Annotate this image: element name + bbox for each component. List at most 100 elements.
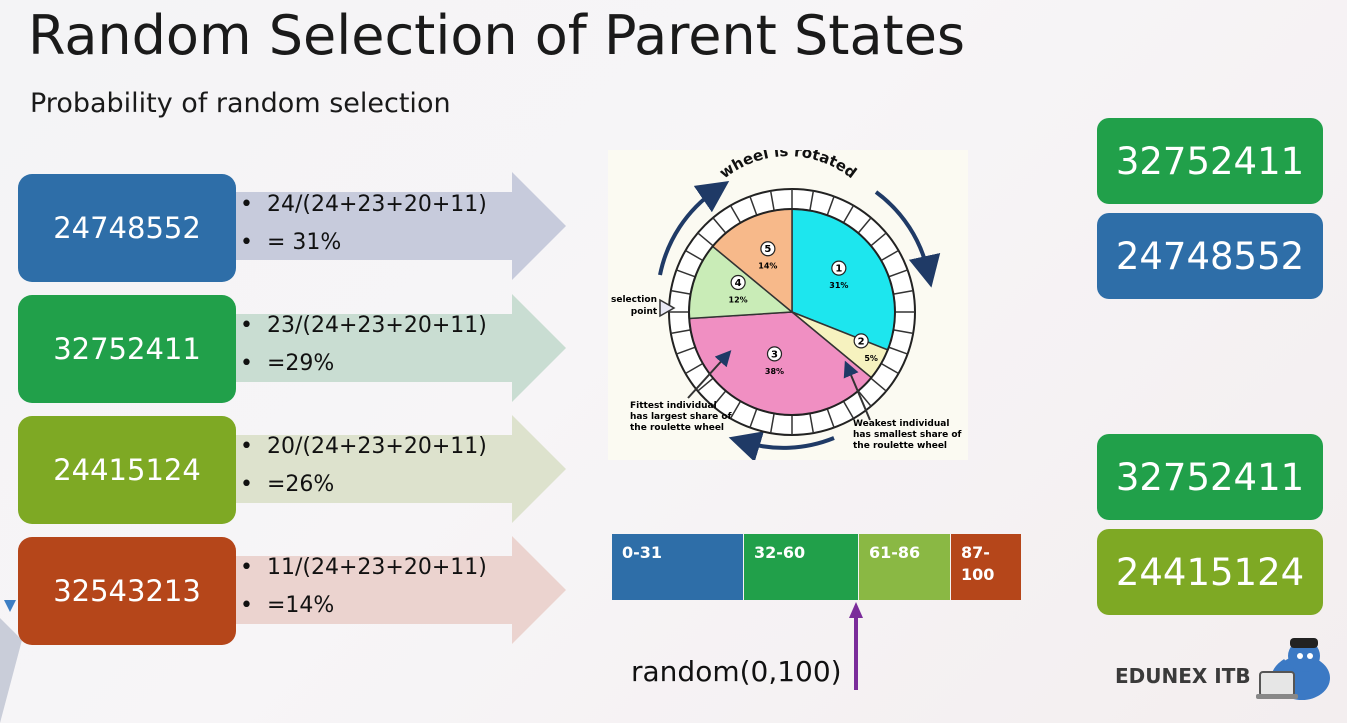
calc-formula-2: 23/(24+23+20+11) [240, 307, 487, 345]
ring-tick [809, 190, 815, 211]
fitness-calc-2: 23/(24+23+20+11) =29% [240, 307, 487, 383]
ring-tick [749, 196, 758, 216]
calc-formula-4: 11/(24+23+20+11) [240, 549, 487, 587]
page-subtitle: Probability of random selection [30, 88, 451, 119]
ring-tick [749, 408, 758, 428]
wheel-ring-ticks [669, 189, 915, 435]
slice-number-badge [760, 241, 776, 257]
ring-tick [729, 205, 742, 224]
ring-tick [893, 329, 914, 335]
chromosome-box-4: 32543213 [18, 537, 236, 645]
ring-tick [697, 377, 714, 392]
ring-tick [712, 390, 727, 407]
ring-tick [685, 362, 704, 375]
ring-tick [826, 196, 835, 216]
ring-tick [842, 400, 855, 419]
selected-value-4: 24415124 [1115, 550, 1305, 594]
slice-number-badge [766, 346, 783, 362]
range-label-3: 61-86 [869, 543, 921, 562]
slice-percent: 31% [829, 281, 848, 290]
slice-number: 4 [735, 278, 742, 289]
ring-tick [809, 413, 815, 434]
slice-number-badge [853, 333, 869, 349]
ring-tick [880, 249, 899, 262]
decorative-corner-shape [0, 600, 22, 723]
selected-parent-1: 32752411 [1097, 118, 1323, 204]
selected-value-2: 24748552 [1115, 234, 1305, 278]
range-label-2: 32-60 [754, 543, 806, 562]
rotation-arrow-icon [874, 190, 941, 288]
ring-tick [769, 413, 775, 434]
wheel-slices: 1 31% 2 5% 3 38% 4 12% 5 14% [688, 208, 896, 416]
selected-parent-3: 32752411 [1097, 434, 1323, 520]
calc-result-2: =29% [240, 345, 487, 383]
ring-tick [857, 390, 872, 407]
ring-tick [729, 400, 742, 419]
calc-formula-3: 20/(24+23+20+11) [240, 428, 487, 466]
page-title: Random Selection of Parent States [28, 4, 966, 67]
slice-number: 5 [764, 244, 771, 255]
range-segment-1: 0-31 [612, 534, 743, 600]
slice-percent: 14% [758, 262, 777, 271]
chromosome-box-2: 32752411 [18, 295, 236, 403]
fitness-calc-4: 11/(24+23+20+11) =14% [240, 549, 487, 625]
ring-tick [888, 269, 908, 278]
brand-name: EDUNEX ITB [1115, 664, 1251, 688]
slice-number: 1 [835, 264, 842, 275]
selection-label: point [631, 307, 658, 317]
ring-tick [769, 190, 775, 211]
slice-number: 3 [771, 349, 778, 360]
fitness-calc-3: 20/(24+23+20+11) =26% [240, 428, 487, 504]
selected-value-3: 32752411 [1115, 455, 1305, 499]
selection-label: selection [611, 295, 657, 305]
ring-tick [697, 232, 714, 247]
calc-result-3: =26% [240, 466, 487, 504]
chromosome-value-3: 24415124 [53, 453, 201, 487]
chromosome-value-2: 32752411 [53, 332, 201, 366]
random-pointer-arrow-icon [849, 602, 863, 690]
fittest-note: Fittest individual has largest share of … [630, 401, 735, 433]
random-function-label: random(0,100) [631, 655, 842, 688]
selected-parent-2: 24748552 [1097, 213, 1323, 299]
selection-pointer-icon [659, 298, 676, 318]
roulette-wheel-figure: wheel is rotated 131%25%338%412%514% sel… [608, 150, 968, 460]
ring-tick [670, 289, 691, 295]
ring-tick [870, 232, 887, 247]
slice-number: 2 [858, 336, 865, 347]
ring-tick [842, 205, 855, 224]
ring-tick [893, 289, 914, 295]
weakest-note: Weakest individual has smallest share of… [853, 419, 965, 451]
chromosome-box-3: 24415124 [18, 416, 236, 524]
ring-tick [676, 269, 696, 278]
range-segment-2: 32-60 [744, 534, 858, 600]
range-segment-3: 61-86 [859, 534, 950, 600]
chromosome-value-1: 24748552 [53, 211, 201, 245]
calc-formula-1: 24/(24+23+20+11) [240, 186, 487, 224]
elephant-mascot-icon [1256, 638, 1330, 700]
range-label-1: 0-31 [622, 543, 663, 562]
slice-percent: 12% [729, 295, 748, 304]
ring-tick [712, 217, 727, 234]
ring-tick [676, 346, 696, 355]
ring-tick [857, 217, 872, 234]
chromosome-value-4: 32543213 [53, 574, 201, 608]
chromosome-box-1: 24748552 [18, 174, 236, 282]
ring-tick [888, 346, 908, 355]
slice-percent: 38% [765, 367, 784, 376]
ring-tick [870, 377, 887, 392]
ring-tick [880, 362, 899, 375]
slice-percent: 5% [864, 354, 878, 363]
range-segment-4: 87- 100 [951, 534, 1021, 600]
calc-result-1: = 31% [240, 224, 487, 262]
calc-result-4: =14% [240, 587, 487, 625]
selected-parent-4: 24415124 [1097, 529, 1323, 615]
ring-tick [826, 408, 835, 428]
ring-tick [670, 329, 691, 335]
rotation-arrow-icon [728, 431, 835, 460]
range-label-4b: 100 [961, 565, 995, 584]
rotation-arrow-icon [658, 180, 730, 276]
slice-number-badge [730, 274, 746, 291]
fitness-calc-1: 24/(24+23+20+11) = 31% [240, 186, 487, 262]
slice-number-badge [831, 260, 847, 276]
ring-tick [685, 249, 704, 262]
